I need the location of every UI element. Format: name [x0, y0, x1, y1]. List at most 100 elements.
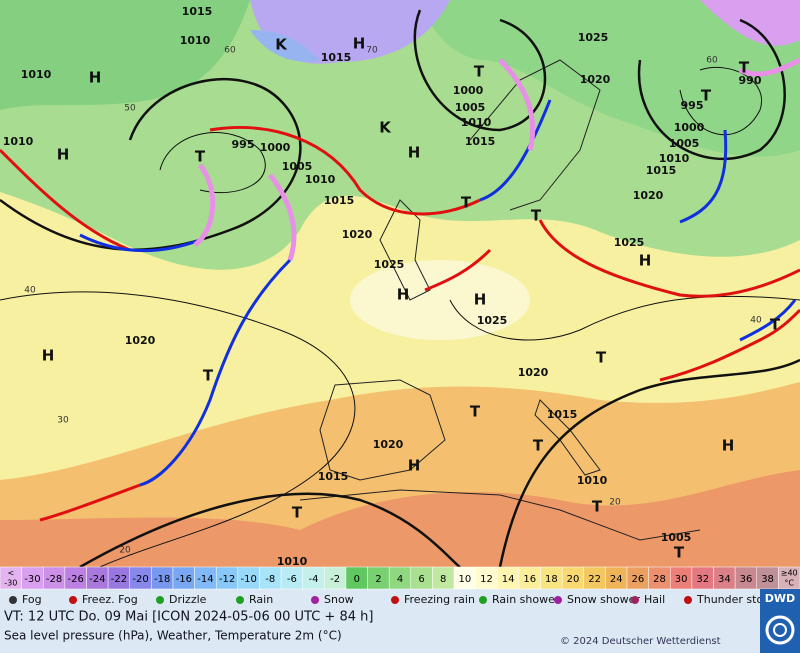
scale-label: 6 [418, 574, 424, 585]
isobar-label: 1025 [477, 314, 508, 327]
mild-zone [350, 260, 530, 340]
scale-label: < [7, 569, 14, 578]
weather-legend-label: Freez. Fog [82, 593, 138, 606]
pressure-system: K [275, 36, 288, 54]
scale-label: 18 [545, 574, 558, 585]
scale-label: 34 [718, 574, 731, 585]
temperature-isoline-label: 70 [366, 46, 378, 56]
pressure-system: H [42, 347, 55, 365]
temperature-isoline-label: 20 [609, 498, 621, 508]
occluded-front [498, 58, 536, 151]
weather-legend-label: Drizzle [169, 593, 207, 606]
scale-label: -26 [68, 574, 84, 585]
scale-label: -28 [46, 574, 62, 585]
pressure-system: T [770, 316, 781, 334]
pressure-system: H [57, 146, 70, 164]
weather-icon [311, 596, 319, 604]
iberia-coast [319, 379, 446, 481]
pressure-system: T [470, 403, 481, 421]
pressure-system: H [408, 144, 421, 162]
scale-label: 16 [523, 574, 536, 585]
scale-label: 8 [440, 574, 446, 585]
scale-label: -16 [176, 574, 192, 585]
isobar-label: 1010 [277, 555, 308, 568]
pressure-system: T [474, 63, 485, 81]
pressure-system: T [701, 87, 712, 105]
isobar [79, 492, 461, 569]
warm-front [0, 148, 131, 252]
warm-front [39, 483, 141, 522]
valid-time: VT: 12 UTC Do. 09 Mai [ICON 2024-05-06 0… [4, 610, 373, 625]
pressure-system: T [592, 498, 603, 516]
scandinavia-coast [469, 59, 601, 211]
isobar-label: 1005 [455, 101, 486, 114]
isobar [679, 66, 763, 136]
cold-zone [420, 0, 800, 157]
weather-legend-label: Rain shower [492, 593, 560, 606]
weather-icon [156, 596, 164, 604]
isobar-label: 1010 [577, 474, 608, 487]
isobar [449, 295, 800, 341]
isobar-label: 1010 [659, 152, 690, 165]
isobar [159, 132, 266, 194]
weather-icon [554, 596, 562, 604]
scale-label: -4 [309, 574, 319, 585]
isobar-label: 1020 [342, 228, 373, 241]
pressure-system: T [739, 59, 750, 77]
scale-label: 12 [480, 574, 493, 585]
scale-sublabel: °C [784, 579, 794, 588]
isobar-label: 1015 [318, 470, 349, 483]
isobar-label: 1020 [580, 73, 611, 86]
africa-coast [299, 489, 701, 541]
coastlines [299, 59, 701, 541]
isobar-label: 1020 [373, 438, 404, 451]
pressure-system: T [203, 367, 214, 385]
isobar-label: 1000 [674, 121, 705, 134]
scale-label: 30 [675, 574, 688, 585]
map-background [0, 0, 800, 567]
occluded-front [738, 57, 800, 77]
isobar-label: 995 [681, 99, 704, 112]
isobar-label: 1005 [661, 531, 692, 544]
scale-label: -6 [287, 574, 297, 585]
scale-label: -2 [330, 574, 340, 585]
occluded-front [268, 173, 297, 261]
isobar-label: 1000 [453, 84, 484, 97]
isobar [0, 291, 356, 568]
warm-front [659, 308, 800, 382]
isobar-label: 1015 [465, 135, 496, 148]
scale-label: -24 [89, 574, 105, 585]
isobar-label: 1015 [182, 5, 213, 18]
scale-label: 24 [610, 574, 623, 585]
isobar-label: 1000 [260, 141, 291, 154]
scale-label: 22 [588, 574, 601, 585]
fronts [0, 57, 800, 522]
scale-label: -10 [240, 574, 256, 585]
isobar [637, 18, 786, 161]
pressure-system: T [531, 207, 542, 225]
pressure-system: T [461, 194, 472, 212]
description: Sea level pressure (hPa), Weather, Tempe… [4, 629, 342, 643]
cold-front [479, 99, 552, 202]
weather-legend-label: Snow [324, 593, 354, 606]
isobar-label: 1005 [669, 137, 700, 150]
isobar-label: 1025 [374, 258, 405, 271]
weather-icon [391, 596, 399, 604]
scale-sublabel: -30 [4, 579, 17, 588]
scale-label: 38 [761, 574, 774, 585]
scale-label: 32 [696, 574, 709, 585]
weather-icon [479, 596, 487, 604]
weather-legend-label: Rain [249, 593, 273, 606]
pressure-system: H [639, 252, 652, 270]
pressure-system: T [596, 349, 607, 367]
temperature-isoline-label: 40 [24, 286, 36, 296]
pressure-system: H [89, 69, 102, 87]
temperature-scale: <-30 -30 -28 -26 -24 -22 -20 -18 -16 -14 -12 -10 -8-… [0, 566, 800, 590]
isobar-label: 1010 [3, 135, 34, 148]
pressure-system: T [292, 504, 303, 522]
isobars [0, 9, 800, 569]
isobar-label: 1010 [461, 116, 492, 129]
cold-front [679, 129, 728, 224]
